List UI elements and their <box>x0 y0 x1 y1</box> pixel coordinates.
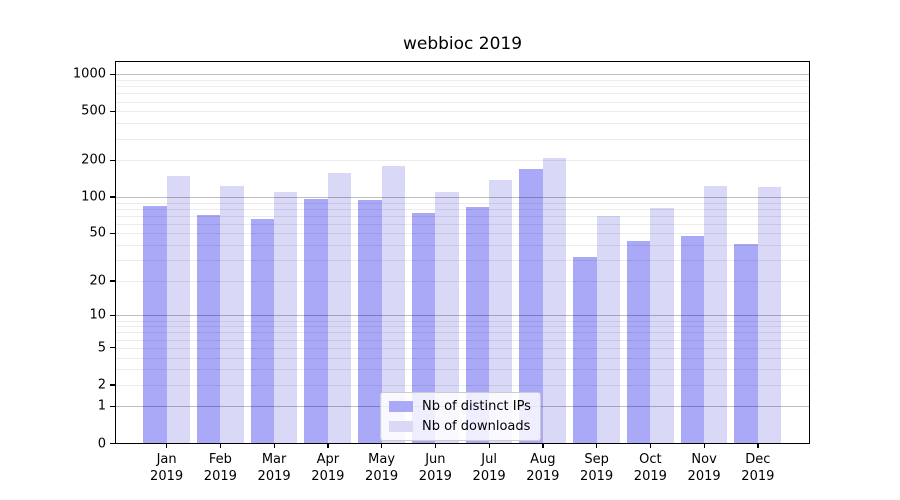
x-tick-year: 2019 <box>257 469 291 484</box>
y-tick-200 <box>110 159 115 161</box>
x-tick-apr <box>327 444 329 448</box>
bar-downloads-mar <box>274 192 298 444</box>
legend-item-distinct-ips: Nb of distinct IPs <box>389 399 531 414</box>
bar-downloads-aug <box>542 158 567 444</box>
bar-downloads-oct <box>650 208 674 444</box>
legend-swatch-distinct-ips <box>389 401 413 412</box>
x-tick-label-apr: Apr 2019 <box>293 451 363 485</box>
y-tick-label-2: 2 <box>97 377 106 393</box>
x-tick-jul <box>488 444 490 448</box>
y-tick-0 <box>110 443 115 445</box>
y-tick-20 <box>110 280 115 282</box>
bar-ips-oct <box>626 240 651 444</box>
x-tick-nov <box>703 444 705 448</box>
x-tick-may <box>381 444 383 448</box>
bar-ips-nov <box>680 236 705 444</box>
bar-ips-sep <box>573 257 597 444</box>
x-tick-label-aug: Aug 2019 <box>508 451 578 485</box>
x-tick-sep <box>596 444 598 448</box>
y-tick-10 <box>110 314 115 317</box>
x-tick-label-jun: Jun 2019 <box>400 451 470 485</box>
y-tick-label-5: 5 <box>97 340 106 356</box>
x-tick-label-dec: Dec 2019 <box>723 451 793 485</box>
bar-ips-may <box>358 199 382 444</box>
x-tick-oct <box>649 444 652 448</box>
x-tick-dec <box>757 444 759 448</box>
x-tick-label-feb: Feb 2019 <box>185 451 255 485</box>
y-tick-label-100: 100 <box>81 189 106 205</box>
x-tick-year: 2019 <box>741 469 775 484</box>
bar-downloads-nov <box>704 185 728 444</box>
bars-layer <box>115 61 810 444</box>
bar-downloads-feb <box>220 185 244 444</box>
legend-label-distinct-ips: Nb of distinct IPs <box>422 399 531 414</box>
bar-downloads-jan <box>166 176 190 444</box>
x-tick-year: 2019 <box>472 469 506 484</box>
y-tick-label-1000: 1000 <box>72 66 106 82</box>
y-tick-label-0: 0 <box>97 436 106 451</box>
legend: Nb of distinct IPs Nb of downloads <box>380 392 541 441</box>
x-tick-year: 2019 <box>365 469 399 484</box>
y-tick-5 <box>110 347 115 349</box>
bar-ips-jul <box>465 206 490 444</box>
legend-label-downloads: Nb of downloads <box>422 419 531 434</box>
bar-downloads-jul <box>489 179 513 444</box>
x-tick-label-jul: Jul 2019 <box>454 451 524 485</box>
x-tick-aug <box>542 444 544 448</box>
x-tick-label-oct: Oct 2019 <box>615 451 685 485</box>
y-tick-100 <box>110 196 115 198</box>
x-tick-jun <box>434 444 437 448</box>
plot-area <box>115 61 810 444</box>
bar-ips-apr <box>304 199 328 444</box>
y-tick-500 <box>110 110 115 113</box>
y-tick-label-500: 500 <box>81 103 106 119</box>
y-tick-label-10: 10 <box>89 307 106 323</box>
bar-downloads-jun <box>435 192 459 444</box>
bar-downloads-sep <box>596 216 620 444</box>
y-tick-label-1: 1 <box>97 398 106 414</box>
x-tick-label-jan: Jan 2019 <box>132 451 202 485</box>
x-tick-label-may: May 2019 <box>347 451 417 485</box>
y-tick-label-20: 20 <box>89 273 106 289</box>
x-tick-mar <box>273 444 275 448</box>
chart-title: webbioc 2019 <box>402 34 523 54</box>
y-tick-label-50: 50 <box>89 225 106 241</box>
bar-ips-feb <box>196 214 221 444</box>
x-tick-year: 2019 <box>580 469 614 484</box>
bar-downloads-may <box>381 166 405 444</box>
x-tick-label-mar: Mar 2019 <box>239 451 309 485</box>
x-tick-feb <box>219 444 222 448</box>
bar-ips-mar <box>250 218 275 444</box>
legend-swatch-downloads <box>389 421 413 432</box>
legend-item-downloads: Nb of downloads <box>389 419 531 434</box>
x-tick-year: 2019 <box>311 469 345 484</box>
bar-downloads-apr <box>327 172 352 444</box>
bar-downloads-dec <box>757 186 782 444</box>
x-tick-label-nov: Nov 2019 <box>669 451 739 485</box>
x-tick-year: 2019 <box>633 469 667 484</box>
x-tick-year: 2019 <box>203 469 237 484</box>
y-tick-1000 <box>110 73 115 76</box>
x-tick-year: 2019 <box>687 469 721 484</box>
y-tick-1 <box>110 405 115 408</box>
y-tick-50 <box>110 232 115 235</box>
bar-ips-jan <box>143 206 167 444</box>
x-tick-year: 2019 <box>150 469 184 484</box>
y-tick-label-200: 200 <box>81 152 106 168</box>
bar-ips-dec <box>734 244 758 444</box>
x-tick-jan <box>166 444 168 448</box>
x-tick-label-sep: Sep 2019 <box>562 451 632 485</box>
y-tick-2 <box>110 384 115 386</box>
x-tick-year: 2019 <box>526 469 560 484</box>
x-tick-year: 2019 <box>418 469 452 484</box>
bar-ips-jun <box>411 212 436 444</box>
bar-ips-aug <box>519 168 543 444</box>
